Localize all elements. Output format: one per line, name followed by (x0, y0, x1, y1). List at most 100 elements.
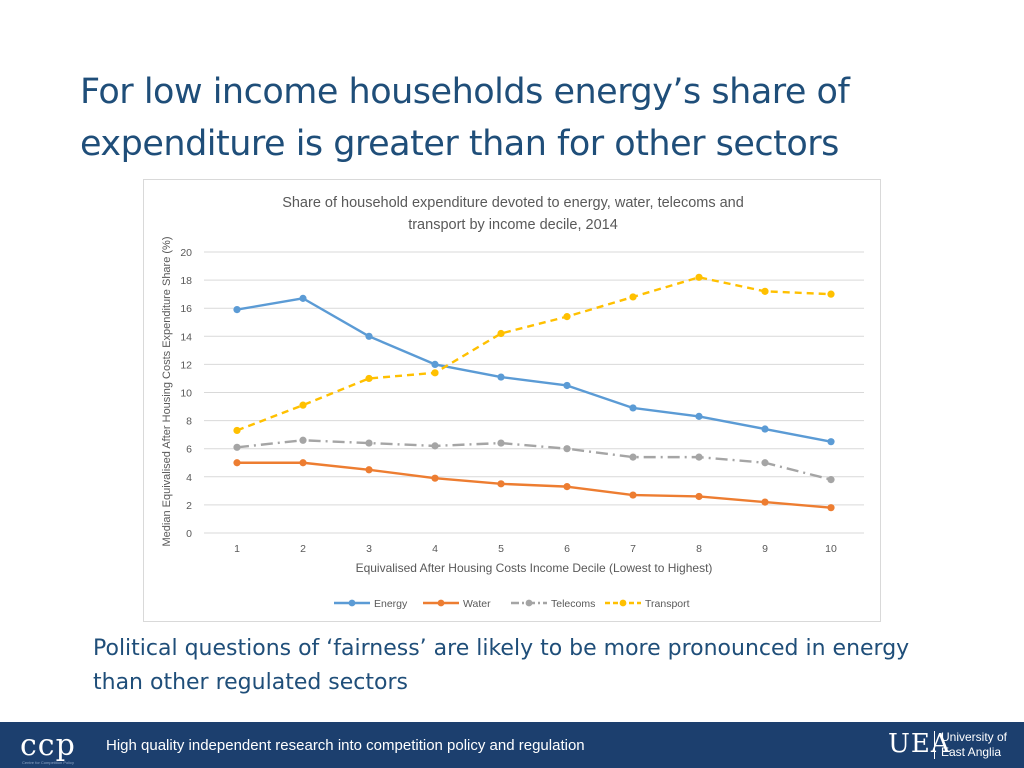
data-point-transport-3 (365, 374, 373, 383)
footer-tagline: High quality independent research into c… (106, 737, 585, 754)
y-tick-label-12: 12 (180, 359, 192, 371)
uea-logo-divider (934, 731, 935, 759)
data-point-water-9 (761, 498, 769, 506)
x-tick-label-9: 9 (762, 543, 768, 555)
legend-marker-telecoms (525, 599, 533, 607)
y-tick-label-6: 6 (186, 444, 192, 456)
y-tick-label-16: 16 (180, 303, 192, 315)
x-tick-label-1: 1 (234, 543, 240, 555)
data-point-water-5 (497, 480, 505, 488)
slide-title-line-1: For low income households energy’s share… (80, 72, 850, 112)
footer-bar: ccp Centre for Competition Policy High q… (0, 722, 1024, 768)
slide-title-line-2: expenditure is greater than for other se… (80, 124, 839, 164)
data-point-water-4 (431, 474, 439, 482)
legend-label-water: Water (463, 598, 491, 610)
data-point-telecoms-10 (827, 476, 835, 484)
series-water (233, 459, 835, 512)
chart-title-line-2: transport by income decile, 2014 (408, 217, 618, 233)
legend-item-transport: Transport (605, 598, 690, 610)
data-point-energy-4 (431, 360, 439, 368)
data-point-transport-2 (299, 401, 307, 409)
data-point-energy-10 (827, 438, 835, 446)
data-point-telecoms-3 (365, 439, 373, 447)
data-point-transport-9 (761, 287, 769, 295)
y-tick-label-18: 18 (180, 275, 192, 287)
data-point-water-3 (365, 466, 373, 474)
data-point-telecoms-8 (695, 453, 703, 461)
y-tick-label-0: 0 (186, 528, 192, 540)
data-point-transport-5 (497, 329, 505, 338)
legend-label-telecoms: Telecoms (551, 598, 595, 610)
legend-item-energy: Energy (334, 598, 408, 610)
y-tick-label-10: 10 (180, 388, 192, 400)
data-point-telecoms-9 (761, 459, 769, 467)
series-transport (233, 273, 835, 435)
data-point-energy-5 (497, 373, 505, 381)
data-point-telecoms-2 (299, 436, 307, 444)
legend-label-transport: Transport (645, 598, 690, 610)
legend-marker-water (437, 599, 445, 607)
legend-item-telecoms: Telecoms (511, 598, 595, 610)
x-tick-label-6: 6 (564, 543, 570, 555)
gridlines (204, 251, 864, 534)
data-point-telecoms-6 (563, 445, 571, 453)
data-point-water-2 (299, 459, 307, 467)
x-tick-label-8: 8 (696, 543, 702, 555)
x-tick-label-3: 3 (366, 543, 372, 555)
legend-label-energy: Energy (374, 598, 408, 610)
series-lines (233, 273, 835, 512)
data-point-energy-9 (761, 425, 769, 433)
uea-logo: UEA (888, 729, 951, 759)
data-point-transport-10 (827, 290, 835, 298)
y-tick-label-2: 2 (186, 500, 192, 512)
data-point-transport-4 (431, 369, 439, 377)
chart-legend: Energy Water Telecoms Transport (334, 598, 690, 610)
data-point-water-10 (827, 504, 835, 512)
x-axis-title: Equivalised After Housing Costs Income D… (356, 561, 713, 575)
body-text-line-1: Political questions of ‘fairness’ are li… (93, 636, 910, 661)
x-tick-label-4: 4 (432, 543, 438, 555)
x-tick-label-2: 2 (300, 543, 306, 555)
data-point-water-7 (629, 491, 637, 499)
data-point-water-1 (233, 459, 241, 467)
uea-name-line-1: University of (941, 730, 1008, 744)
data-point-transport-1 (233, 426, 241, 435)
body-text-line-2: than other regulated sectors (93, 670, 408, 695)
data-point-energy-6 (563, 381, 571, 390)
series-telecoms (233, 436, 835, 484)
ccp-logo: ccp (20, 728, 76, 763)
chart-frame: 0 2 4 6 8 10 12 14 16 18 20 1 2 3 4 5 6 7 8 9 10 Equivalised … (143, 179, 881, 622)
y-tick-label-8: 8 (186, 416, 192, 428)
legend-item-water: Water (423, 598, 491, 610)
x-tick-label-10: 10 (825, 543, 837, 555)
data-point-transport-7 (629, 293, 637, 301)
data-point-telecoms-1 (233, 443, 241, 451)
x-tick-label-5: 5 (498, 543, 504, 555)
y-axis-title: Median Equivalised After Housing Costs E… (161, 237, 173, 547)
data-point-energy-8 (695, 412, 703, 420)
data-point-transport-8 (695, 273, 703, 281)
series-line-energy (236, 297, 832, 443)
legend-marker-energy (348, 599, 356, 607)
series-line-water (237, 461, 832, 509)
chart-title-line-1: Share of household expenditure devoted t… (282, 195, 744, 211)
legend-marker-transport (619, 599, 627, 607)
ccp-logo-subtext: Centre for Competition Policy (22, 760, 75, 765)
y-tick-label-14: 14 (180, 331, 192, 343)
series-line-telecoms (236, 439, 832, 481)
series-energy (233, 294, 835, 446)
body-text: Political questions of ‘fairness’ are li… (93, 632, 973, 700)
uea-name-line-2: East Anglia (941, 745, 1002, 759)
y-tick-label-20: 20 (180, 247, 192, 259)
data-point-energy-2 (299, 294, 307, 302)
data-point-transport-6 (563, 313, 571, 321)
data-point-energy-3 (365, 332, 373, 340)
data-point-energy-7 (629, 404, 637, 412)
slide-title: For low income households energy’s share… (80, 66, 980, 170)
data-point-telecoms-7 (629, 453, 637, 461)
data-point-water-8 (695, 492, 703, 501)
x-tick-label-7: 7 (630, 543, 636, 555)
data-point-water-6 (563, 483, 571, 491)
